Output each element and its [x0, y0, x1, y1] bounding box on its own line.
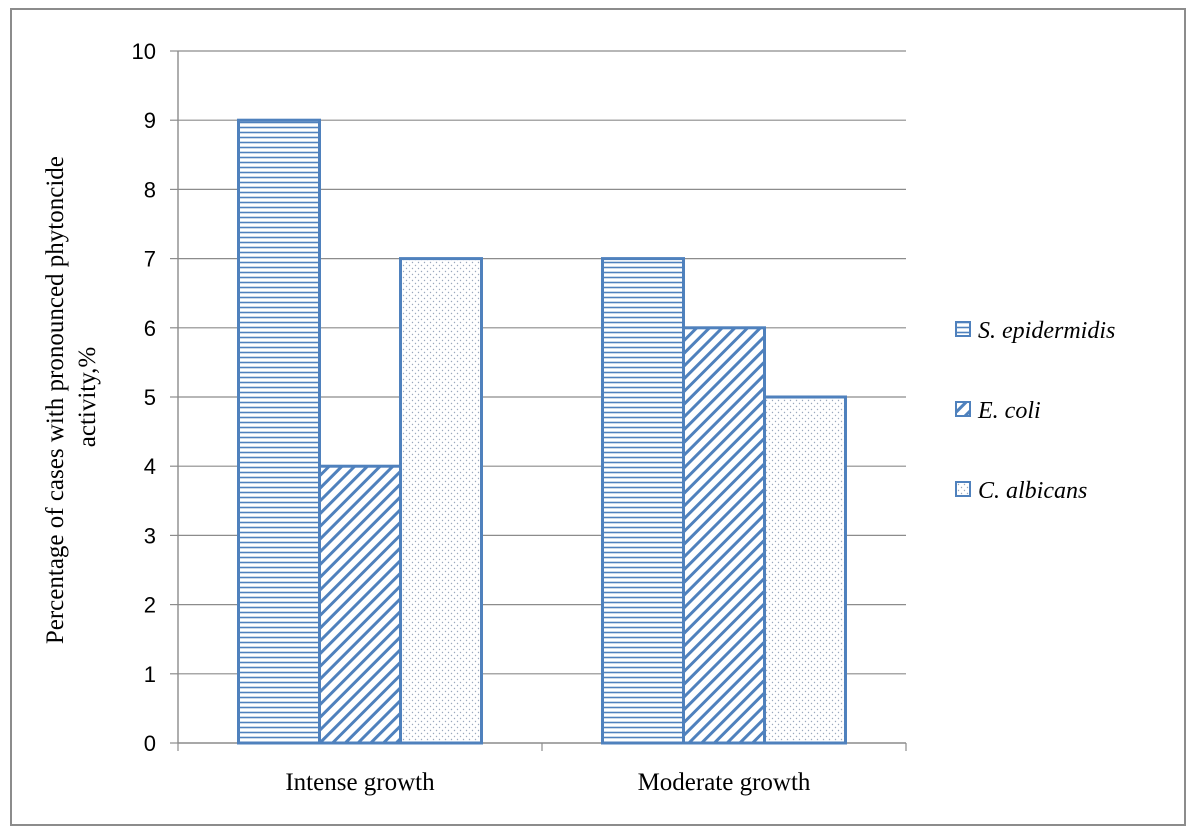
- y-axis-label-line-1: Percentage of cases with pronounced phyt…: [42, 156, 69, 644]
- y-tick-label: 8: [144, 177, 156, 202]
- y-tick-label: 9: [144, 108, 156, 133]
- y-tick-label: 0: [144, 731, 156, 756]
- y-tick-label: 7: [144, 247, 156, 272]
- bar-0-0: [237, 118, 321, 745]
- legend-swatch: [955, 401, 971, 417]
- x-tick-label: Moderate growth: [638, 769, 811, 796]
- legend-label: C. albicans: [978, 478, 1087, 504]
- y-tick-labels: 0 1 2 3 4 5 6 7 8 9 10: [132, 39, 156, 756]
- y-axis-label-line-2: activity,%: [74, 347, 101, 447]
- y-tick-label: 3: [144, 523, 156, 548]
- bar-1-1: [682, 326, 766, 745]
- x-tick-labels: Intense growth Moderate growth: [285, 769, 811, 796]
- y-tick-label: 2: [144, 593, 156, 618]
- y-tick-label: 10: [132, 39, 156, 64]
- y-tick-label: 4: [144, 454, 156, 479]
- y-tick-label: 5: [144, 385, 156, 410]
- bar-0-2: [399, 257, 483, 745]
- legend-swatch: [955, 481, 971, 497]
- y-axis-label: Percentage of cases with pronounced phyt…: [42, 150, 101, 644]
- bar-1-0: [601, 257, 685, 745]
- legend-label: E. coli: [977, 398, 1041, 424]
- legend-swatch: [955, 321, 971, 337]
- x-tick-label: Intense growth: [285, 769, 435, 796]
- y-tick-label: 1: [144, 662, 156, 687]
- legend-label: S. epidermidis: [978, 318, 1115, 344]
- bar-0-1: [318, 464, 402, 745]
- chart-frame: [10, 8, 1186, 826]
- legend: S. epidermidis E. coli C. albicans: [955, 318, 1115, 504]
- y-tick-label: 6: [144, 316, 156, 341]
- bar-1-2: [763, 395, 847, 745]
- bars: [237, 118, 847, 745]
